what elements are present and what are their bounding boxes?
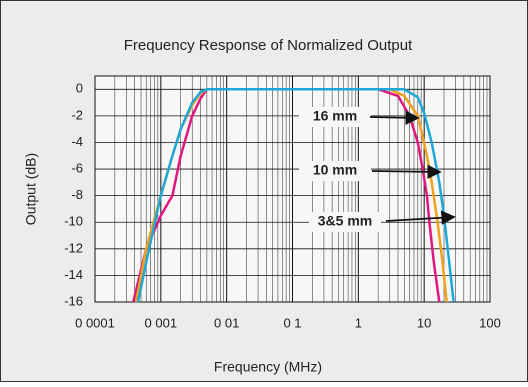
annotation-box	[299, 107, 371, 127]
plot-border	[94, 75, 491, 303]
x-tick-label: 0 01	[214, 315, 239, 330]
x-tick-label: 1	[355, 315, 362, 330]
x-tick-label: 100	[479, 315, 501, 330]
annotation: 16 mm	[313, 108, 357, 124]
annotation: 3&5 mm	[318, 213, 372, 229]
y-tick-label: -12	[64, 240, 83, 255]
y-tick-label: -2	[71, 107, 83, 122]
chart-title: Frequency Response of Normalized Output	[124, 37, 413, 54]
x-tick-label: 10	[417, 315, 431, 330]
annotation: 10 mm	[313, 162, 357, 178]
y-tick-label: -6	[71, 160, 83, 175]
series-line	[136, 88, 455, 303]
x-tick-label: 0 1	[283, 315, 301, 330]
annotation-arrow	[369, 110, 420, 125]
y-axis-label: Output (dB)	[23, 153, 39, 225]
annotation-box	[309, 212, 381, 232]
y-tick-label: -10	[64, 214, 83, 229]
annotation-arrow	[371, 164, 442, 180]
y-tick-label: 0	[76, 81, 83, 96]
x-tick-label: 0 0001	[75, 315, 115, 330]
x-axis-label: Frequency (MHz)	[214, 359, 322, 375]
y-tick-label: -14	[64, 267, 83, 282]
annotation-box	[299, 161, 371, 181]
annotation-arrow	[385, 210, 456, 225]
x-tick-label: 0 001	[145, 315, 178, 330]
y-tick-label: -16	[64, 293, 83, 308]
y-tick-label: -4	[71, 134, 83, 149]
y-tick-label: -8	[71, 187, 83, 202]
